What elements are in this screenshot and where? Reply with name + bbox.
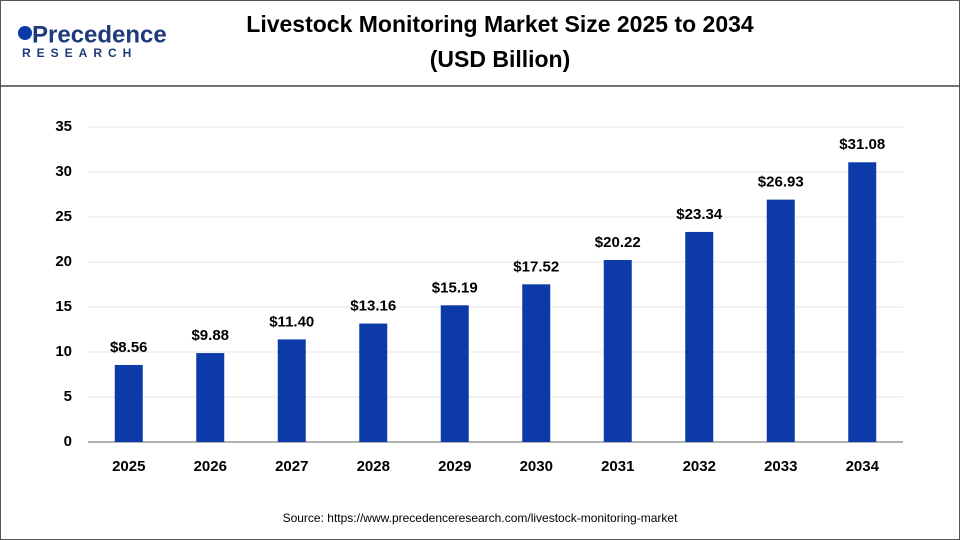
y-tick-label: 10 <box>55 343 72 360</box>
x-tick-label: 2034 <box>846 458 880 475</box>
logo-mark <box>18 26 32 40</box>
value-label: $15.19 <box>432 279 478 296</box>
bar <box>603 260 632 442</box>
bar <box>766 199 795 442</box>
bar <box>685 231 714 442</box>
x-tick-label: 2028 <box>357 458 390 475</box>
logo: Precedence RESEARCH <box>18 21 167 60</box>
x-tick-label: 2030 <box>520 458 553 475</box>
y-tick-label: 0 <box>64 433 72 450</box>
x-tick-label: 2032 <box>683 458 716 475</box>
value-label: $31.08 <box>839 136 885 153</box>
bar <box>114 364 143 442</box>
value-label: $23.34 <box>676 206 723 223</box>
x-tick-label: 2029 <box>438 458 471 475</box>
value-label: $26.93 <box>758 174 804 191</box>
chart-title: Livestock Monitoring Market Size 2025 to… <box>246 11 754 37</box>
bar <box>522 284 551 442</box>
value-label: $17.52 <box>513 258 559 275</box>
bar <box>196 353 225 442</box>
bar <box>848 162 877 442</box>
y-tick-label: 5 <box>64 388 72 405</box>
y-tick-label: 20 <box>55 253 72 270</box>
chart-subtitle: (USD Billion) <box>430 46 571 72</box>
x-tick-label: 2027 <box>275 458 308 475</box>
bar <box>440 305 469 442</box>
value-label: $9.88 <box>191 327 229 344</box>
logo-name: Precedence <box>32 21 167 48</box>
x-tick-label: 2033 <box>764 458 797 475</box>
bar <box>277 339 306 442</box>
value-label: $8.56 <box>110 339 148 356</box>
y-tick-label: 35 <box>55 118 72 135</box>
logo-tagline: RESEARCH <box>22 46 137 60</box>
value-label: $20.22 <box>595 234 641 251</box>
source: Source: https://www.precedenceresearch.c… <box>283 511 678 525</box>
y-tick-label: 30 <box>55 163 72 180</box>
y-tick-label: 25 <box>55 208 72 225</box>
y-tick-label: 15 <box>55 298 72 315</box>
x-tick-label: 2025 <box>112 458 145 475</box>
value-label: $11.40 <box>269 313 314 330</box>
x-tick-label: 2031 <box>601 458 634 475</box>
x-tick-label: 2026 <box>194 458 227 475</box>
value-label: $13.16 <box>350 298 396 315</box>
bar <box>359 323 388 442</box>
